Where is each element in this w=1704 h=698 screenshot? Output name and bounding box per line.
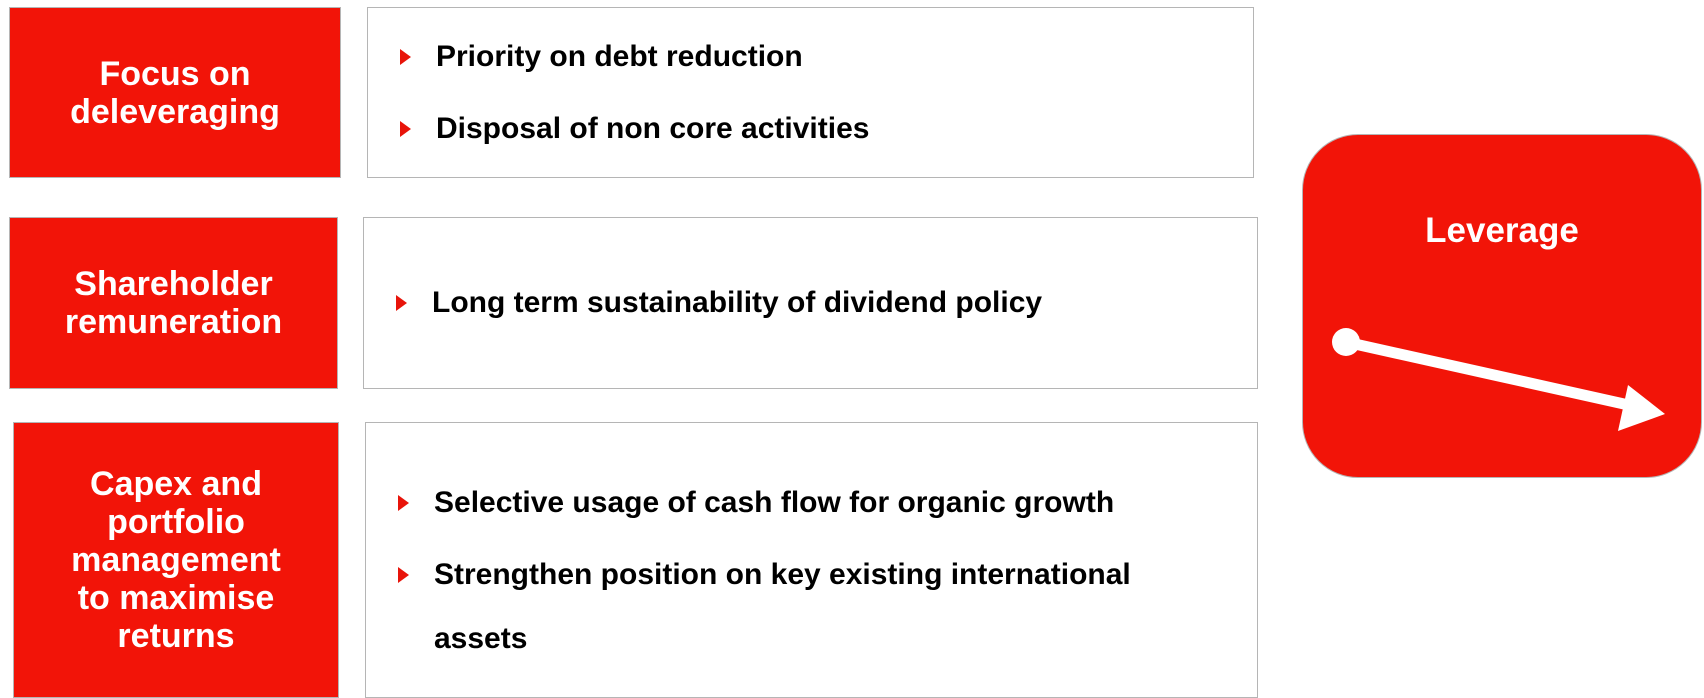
row-content-box: Long term sustainability of dividend pol… bbox=[363, 217, 1258, 389]
row-label-line: portfolio bbox=[107, 503, 245, 541]
row-label-line: management bbox=[71, 541, 281, 579]
bullet-item: Selective usage of cash flow for organic… bbox=[398, 471, 1227, 535]
row-label-line: returns bbox=[117, 617, 235, 655]
arrow bbox=[1332, 328, 1665, 431]
row-label-line: Focus on bbox=[99, 54, 251, 93]
row-label-box: Capex and portfolio management to maximise r… bbox=[13, 422, 339, 698]
row-label-line: Capex and bbox=[90, 465, 262, 503]
row-content-box: Selective usage of cash flow for organic… bbox=[365, 422, 1258, 698]
arrow-start bbox=[1332, 328, 1360, 356]
arrow-shaft bbox=[1344, 336, 1635, 412]
row-label-line: remuneration bbox=[64, 303, 283, 341]
row-label-box: Focus on deleveraging bbox=[9, 7, 341, 178]
leverage-title: Leverage bbox=[1425, 211, 1579, 250]
bullet-item: Strengthen position on key existing inte… bbox=[398, 543, 1227, 671]
arrow-head bbox=[1618, 385, 1665, 431]
bullet-item: Priority on debt reduction bbox=[400, 25, 1223, 89]
row-label-box: Shareholder remuneration bbox=[9, 217, 338, 389]
row-label-line: to maximise bbox=[77, 579, 275, 617]
row-content-box: Priority on debt reduction Disposal of no… bbox=[367, 7, 1254, 178]
bullet-item: Long term sustainability of dividend pol… bbox=[396, 271, 1227, 335]
leverage-box: Leverage bbox=[1302, 134, 1702, 478]
bullet-item: Disposal of non core activities bbox=[400, 97, 1223, 161]
row-label-line: Shareholder bbox=[74, 265, 273, 303]
row-label-line: deleveraging bbox=[70, 92, 280, 131]
